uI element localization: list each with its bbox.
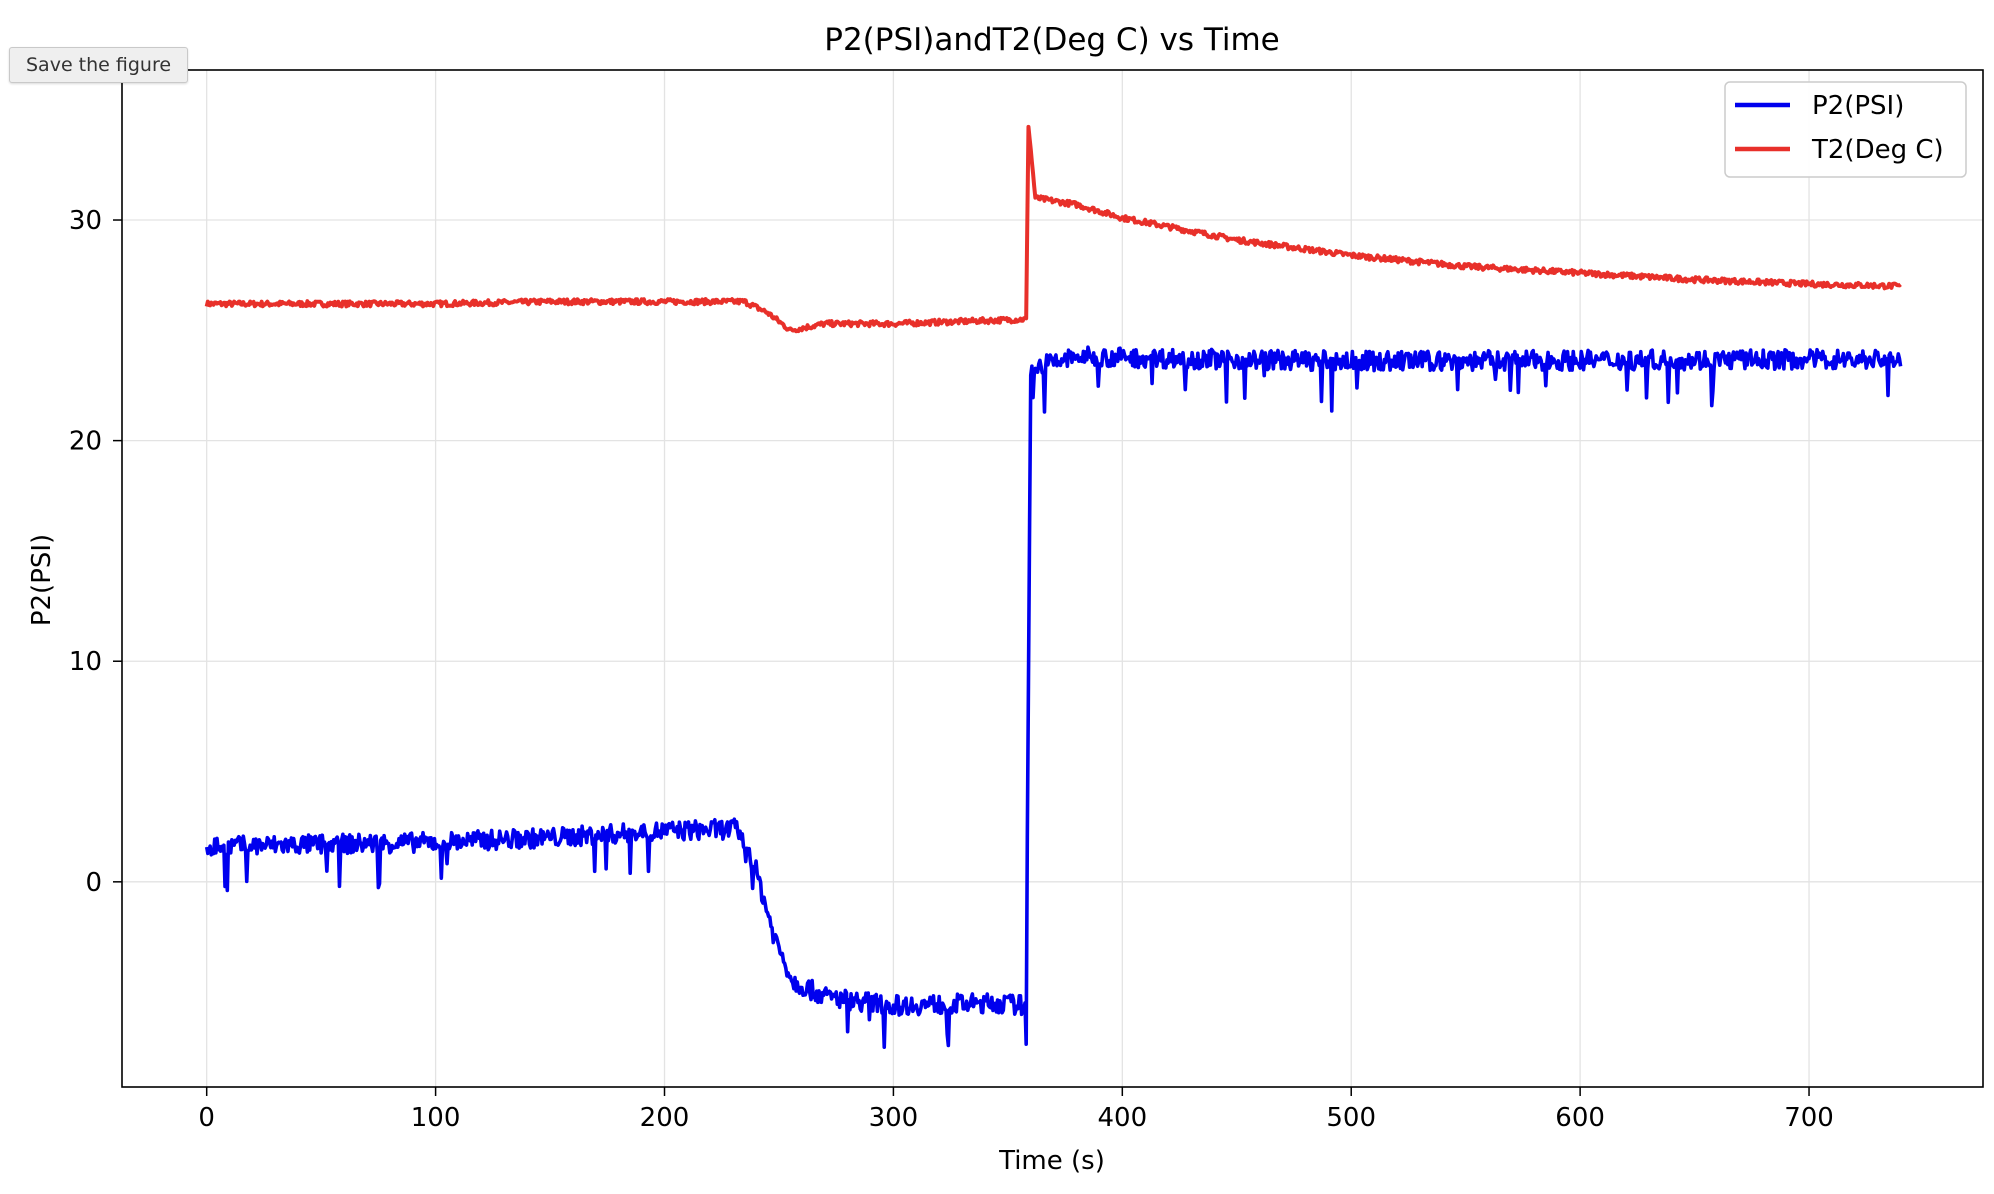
series-layer	[204, 124, 1903, 1049]
grid	[122, 70, 1983, 1087]
chart-title: P2(PSI)andT2(Deg C) vs Time	[824, 22, 1279, 58]
x-tick-label: 500	[1326, 1103, 1376, 1133]
y-tick-label: 20	[69, 427, 102, 457]
x-tick-label: 0	[198, 1103, 215, 1133]
y-tick-label: 0	[85, 868, 102, 898]
axes-frame	[121, 69, 1984, 1088]
series-t2-line	[204, 124, 1902, 334]
x-tick-label: 300	[869, 1103, 919, 1133]
x-tick-label: 400	[1097, 1103, 1147, 1133]
y-tick-label: 30	[69, 206, 102, 236]
ticks: 0 100 200 300 400 500 600 700 0 10 20 30	[69, 206, 1834, 1133]
x-tick-label: 600	[1555, 1103, 1605, 1133]
legend-label-t2: T2(Deg C)	[1811, 135, 1944, 165]
x-tick-label: 700	[1784, 1103, 1834, 1133]
save-figure-button[interactable]: Save the figure	[9, 47, 189, 83]
legend-label-p2: P2(PSI)	[1812, 91, 1904, 121]
x-tick-label: 100	[411, 1103, 461, 1133]
x-tick-label: 200	[640, 1103, 690, 1133]
legend: P2(PSI) T2(Deg C)	[1724, 81, 1967, 178]
x-axis-label: Time (s)	[998, 1146, 1105, 1176]
series-p2-line	[204, 345, 1903, 1049]
y-tick-label: 10	[69, 647, 102, 677]
y-axis-label: P2(PSI)	[27, 534, 57, 626]
